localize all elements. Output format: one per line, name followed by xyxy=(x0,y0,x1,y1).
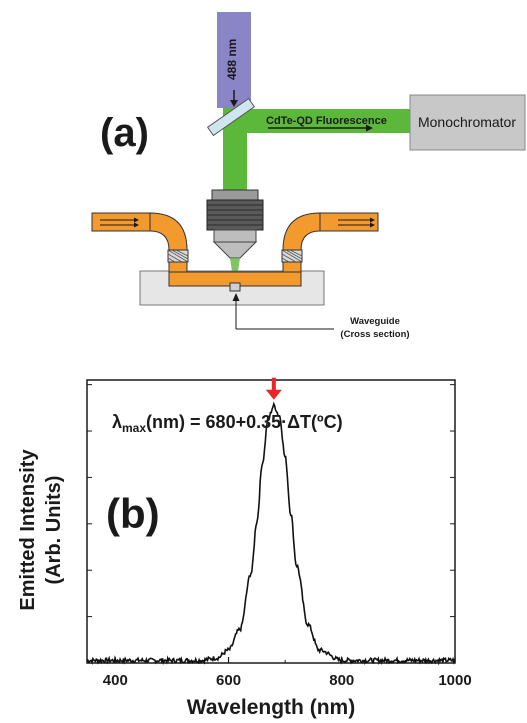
waveguide-label-line1: Waveguide xyxy=(350,316,400,327)
peak-marker-arrow xyxy=(265,377,282,400)
panel-a-label: (a) xyxy=(100,111,149,155)
x-tick-label: 800 xyxy=(329,672,354,689)
y-axis-label-line1: Emitted Intensity xyxy=(17,449,39,611)
dichroic-mirror xyxy=(206,97,256,137)
monochromator-label: Monochromator xyxy=(418,114,516,130)
panel-b-chart: 400 600 800 1000 λmax(nm) = 680+0.35·ΔT(ºC)… xyxy=(17,377,472,719)
equation-subscript: max xyxy=(122,421,146,435)
x-tick-label: 600 xyxy=(216,672,241,689)
panel-b-label: (b) xyxy=(106,490,160,537)
right-fiber xyxy=(281,212,379,273)
equation-text: λmax(nm) = 680+0.35·ΔT(ºC) xyxy=(112,412,343,435)
left-fiber xyxy=(91,212,189,273)
waveguide-label-line2: (Cross section) xyxy=(340,329,409,340)
x-axis-label: Wavelength (nm) xyxy=(187,696,355,719)
equation-body: (nm) = 680+0.35·ΔT(ºC) xyxy=(146,412,343,432)
plot-frame xyxy=(86,379,456,664)
monochromator-box xyxy=(409,94,526,151)
equation-lambda: λ xyxy=(112,412,122,432)
laser-wavelength-label: 488 nm xyxy=(225,39,239,80)
emission-spectrum-line xyxy=(86,401,456,666)
x-tick-label: 1000 xyxy=(438,672,471,689)
fluorescence-label: CdTe-QD Fluorescence xyxy=(266,115,387,127)
x-tick-label: 400 xyxy=(103,672,128,689)
y-axis-label-line2: (Arb. Units) xyxy=(43,476,65,585)
panel-a: (a) 488 nm CdTe-QD Fluorescence Monochro… xyxy=(91,12,526,340)
y-axis-ticks xyxy=(87,384,455,618)
waveguide-core xyxy=(229,282,241,292)
objective-lens xyxy=(206,189,264,259)
fluorescence-beam-horizontal xyxy=(223,109,410,133)
